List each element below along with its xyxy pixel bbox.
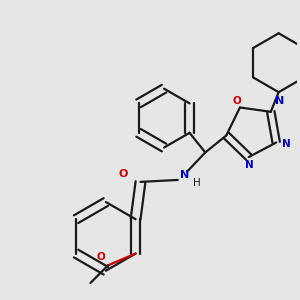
Text: N: N bbox=[245, 160, 254, 170]
Text: O: O bbox=[118, 169, 128, 179]
Text: O: O bbox=[232, 96, 242, 106]
Text: O: O bbox=[96, 252, 105, 262]
Text: N: N bbox=[180, 170, 189, 180]
Text: H: H bbox=[193, 178, 200, 188]
Text: N: N bbox=[275, 96, 284, 106]
Text: N: N bbox=[282, 140, 290, 149]
